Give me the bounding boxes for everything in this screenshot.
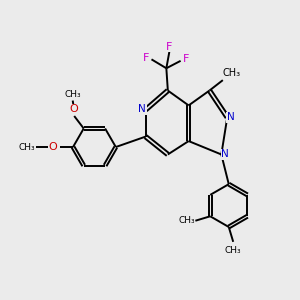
Text: F: F — [166, 42, 172, 52]
Text: CH₃: CH₃ — [64, 90, 81, 99]
Text: O: O — [49, 142, 58, 152]
Text: O: O — [69, 104, 78, 115]
Text: N: N — [227, 112, 235, 122]
Text: CH₃: CH₃ — [225, 246, 242, 255]
Text: N: N — [138, 104, 146, 114]
Text: N: N — [221, 149, 229, 160]
Text: CH₃: CH₃ — [178, 216, 195, 225]
Text: CH₃: CH₃ — [19, 142, 35, 152]
Text: CH₃: CH₃ — [223, 68, 241, 78]
Text: F: F — [183, 54, 189, 64]
Text: F: F — [143, 53, 149, 63]
